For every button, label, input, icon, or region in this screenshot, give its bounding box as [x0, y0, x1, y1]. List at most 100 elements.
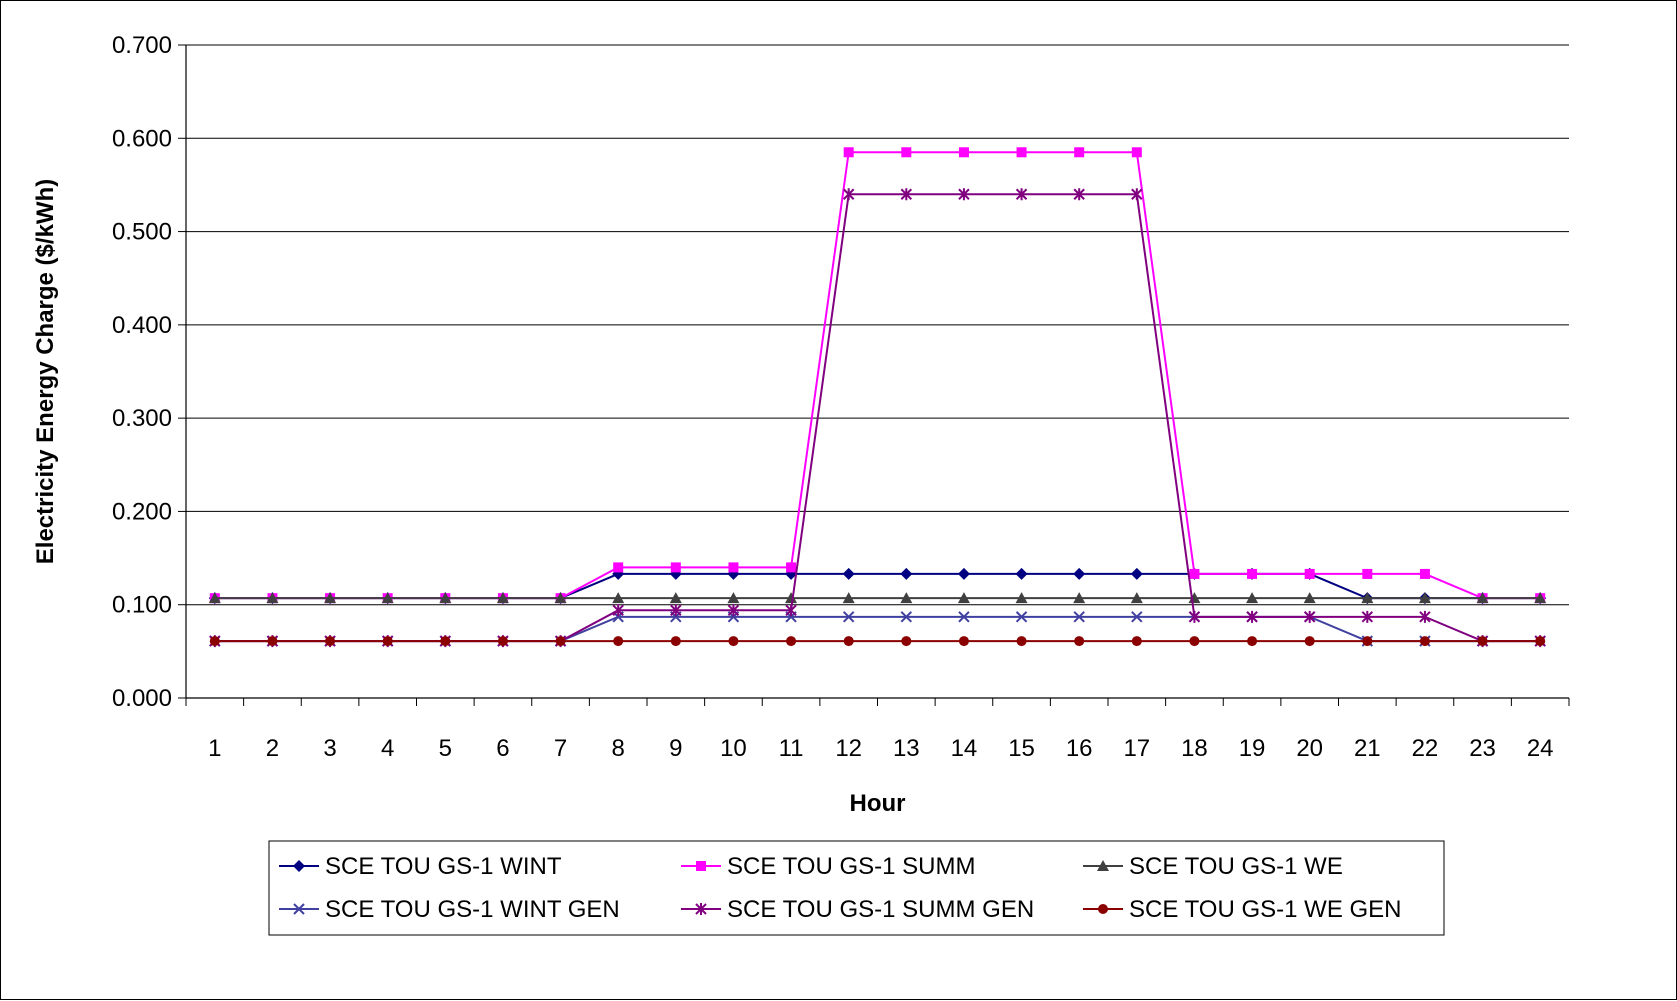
- legend-label: SCE TOU GS-1 WE GEN: [1129, 896, 1402, 923]
- x-tick-label: 16: [1066, 735, 1093, 762]
- series-group: [209, 147, 1546, 604]
- legend-label: SCE TOU GS-1 WINT GEN: [325, 896, 620, 923]
- series-line: [214, 615, 1541, 643]
- x-tick-label: 3: [323, 735, 336, 762]
- data-point: [612, 604, 624, 617]
- data-point: [1361, 592, 1374, 604]
- legend-entry: SCE TOU GS-1 WINT GEN: [279, 896, 620, 923]
- gridlines: [186, 44, 1569, 606]
- data-point: [1362, 568, 1373, 579]
- legend-label: SCE TOU GS-1 WINT: [325, 853, 562, 880]
- legend: SCE TOU GS-1 WINT SCE TOU GS-1 SUMM SCE TO…: [268, 840, 1445, 936]
- data-point: [785, 604, 797, 617]
- data-point: [381, 592, 394, 604]
- data-point: [1016, 636, 1027, 647]
- data-point: [786, 636, 797, 647]
- data-point: [1419, 636, 1430, 647]
- legend-marker: [293, 903, 305, 915]
- legend-label: SCE TOU GS-1 WE: [1129, 853, 1343, 880]
- data-point: [1015, 611, 1028, 623]
- data-point: [901, 636, 912, 647]
- data-point: [613, 636, 624, 647]
- legend-entry: SCE TOU GS-1 WE: [1083, 853, 1343, 880]
- data-point: [1534, 592, 1547, 604]
- data-point: [1131, 147, 1142, 158]
- x-tick-label: 6: [496, 735, 509, 762]
- data-point: [670, 604, 682, 617]
- data-point: [1303, 610, 1316, 623]
- x-tick-label: 13: [893, 735, 920, 762]
- data-point: [1073, 567, 1086, 580]
- x-tick-label: 12: [835, 735, 862, 762]
- data-point: [267, 636, 278, 647]
- data-point: [1073, 611, 1085, 623]
- y-tick-label: 0.500: [112, 219, 172, 246]
- data-point: [900, 567, 913, 580]
- y-tick-label: 0.600: [112, 125, 172, 152]
- data-point: [1073, 188, 1085, 201]
- x-tick-label: 22: [1412, 735, 1439, 762]
- data-point: [496, 592, 509, 604]
- data-point: [1073, 592, 1086, 604]
- legend-marker: [695, 903, 707, 915]
- data-point: [1074, 636, 1085, 647]
- data-point: [957, 567, 970, 580]
- axes: 0.000 0.100 0.200 0.300 0.400 0.500 0.600 0.700…: [112, 32, 1570, 762]
- data-point: [786, 562, 797, 573]
- legend-marker: [1097, 860, 1109, 871]
- y-axis-title: Electricity Energy Charge ($/kWh): [32, 179, 59, 564]
- x-tick-label: 4: [381, 735, 394, 762]
- y-tick-label: 0.100: [112, 592, 172, 619]
- data-point: [669, 592, 682, 604]
- series-line: [214, 151, 1541, 600]
- data-point: [266, 592, 279, 604]
- legend-box: [268, 840, 1445, 936]
- x-tick-label: 19: [1239, 735, 1266, 762]
- data-point: [1131, 188, 1143, 201]
- data-point: [1189, 636, 1200, 647]
- y-tick-label: 0.000: [112, 685, 172, 712]
- data-point: [1189, 568, 1200, 579]
- y-tick-label: 0.300: [112, 405, 172, 432]
- data-point: [1418, 592, 1431, 604]
- data-point: [554, 592, 567, 604]
- data-point: [1477, 636, 1488, 647]
- data-point: [957, 592, 970, 604]
- data-point: [958, 188, 970, 201]
- data-point: [208, 592, 221, 604]
- x-tick-label: 21: [1354, 735, 1381, 762]
- data-point: [1131, 636, 1142, 647]
- data-point: [382, 636, 393, 647]
- data-point: [900, 611, 913, 623]
- data-point: [209, 636, 220, 647]
- x-tick-label: 9: [669, 735, 682, 762]
- data-point: [1130, 567, 1143, 580]
- legend-marker: [293, 860, 305, 872]
- data-point: [1015, 188, 1028, 201]
- data-point: [727, 604, 740, 617]
- data-point: [1246, 592, 1259, 604]
- x-tick-label: 15: [1008, 735, 1035, 762]
- data-point: [728, 562, 739, 573]
- data-point: [1015, 567, 1028, 580]
- data-point: [843, 636, 854, 647]
- data-point: [728, 636, 739, 647]
- data-point: [324, 592, 337, 604]
- data-point: [497, 636, 508, 647]
- y-tick-label: 0.400: [112, 312, 172, 339]
- data-point: [325, 636, 336, 647]
- x-axis-title: Hour: [850, 790, 906, 817]
- data-point: [843, 147, 854, 158]
- data-point: [670, 562, 681, 573]
- x-tick-label: 10: [720, 735, 747, 762]
- x-tick-label: 17: [1123, 735, 1150, 762]
- legend-entry: SCE TOU GS-1 SUMM GEN: [681, 896, 1034, 923]
- legend-label: SCE TOU GS-1 SUMM GEN: [727, 896, 1034, 923]
- data-point: [900, 188, 913, 201]
- x-tick-label: 7: [554, 735, 567, 762]
- data-point: [785, 592, 798, 604]
- data-point: [842, 611, 855, 623]
- data-point: [1246, 610, 1258, 623]
